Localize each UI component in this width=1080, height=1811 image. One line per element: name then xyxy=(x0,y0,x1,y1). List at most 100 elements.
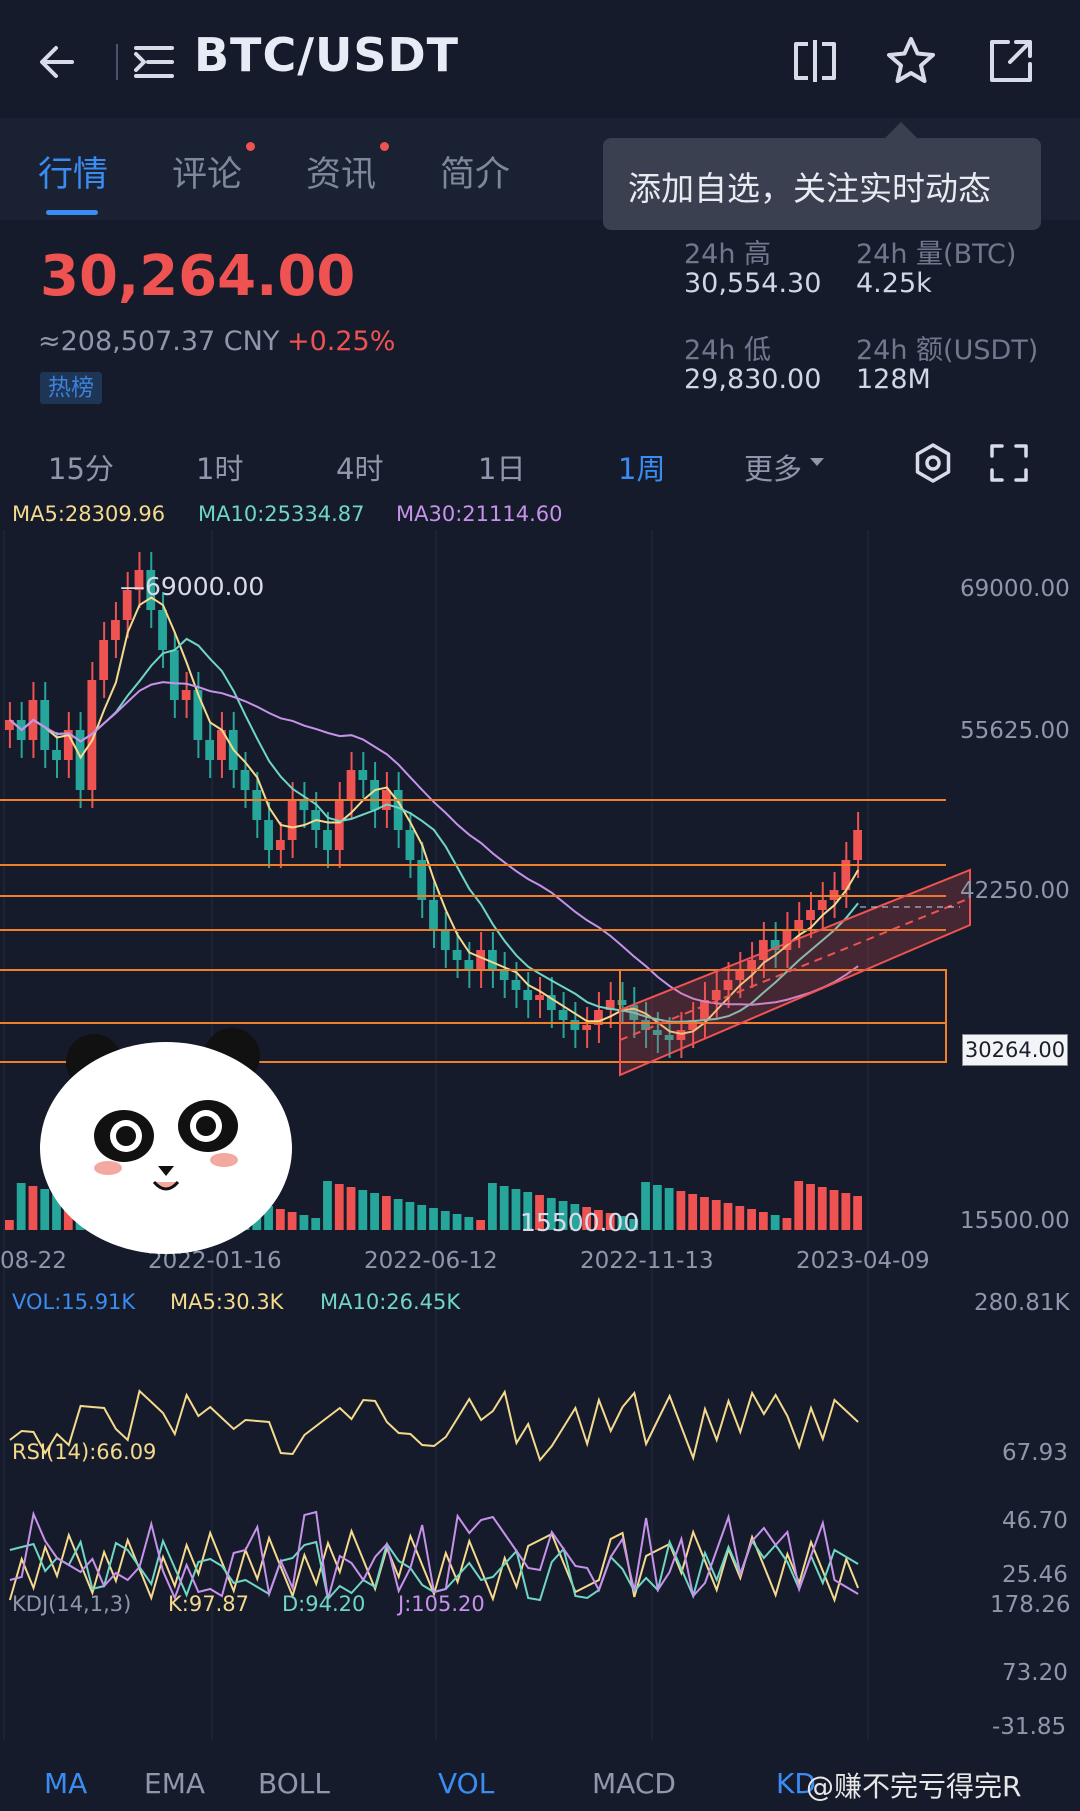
tab-news[interactable]: 资讯 xyxy=(306,155,377,195)
volume-bar xyxy=(794,1181,804,1230)
ma10-line xyxy=(9,637,859,1023)
vol-ma10-legend: MA10:26.45K xyxy=(320,1290,461,1314)
volume-bar xyxy=(558,1201,568,1230)
period-1w[interactable]: 1周 xyxy=(618,452,666,486)
candle-body xyxy=(264,820,273,850)
kdj-legend: KDJ(14,1,3) xyxy=(12,1592,132,1616)
low-value: 29,830.00 xyxy=(684,364,822,395)
settings-icon[interactable] xyxy=(912,442,954,484)
volume-bar xyxy=(853,1196,862,1230)
candle-body xyxy=(334,800,344,850)
candle-body xyxy=(511,980,521,990)
volume-bar xyxy=(40,1189,50,1230)
candle-body xyxy=(546,995,556,1010)
candle-body xyxy=(417,860,427,900)
vol-max: 280.81K xyxy=(974,1290,1070,1316)
volume-value: 4.25k xyxy=(856,268,932,299)
volume-bar xyxy=(311,1218,321,1230)
candle-body xyxy=(747,960,756,970)
indicator-vol[interactable]: VOL xyxy=(438,1767,495,1800)
volume-bar xyxy=(346,1187,356,1230)
volume-bar xyxy=(5,1220,14,1230)
indicator-macd[interactable]: MACD xyxy=(592,1767,676,1800)
candle-body xyxy=(782,930,792,950)
channel-midline xyxy=(619,897,971,1041)
volume-bar xyxy=(652,1185,662,1230)
rsi-tick: 67.93 xyxy=(1002,1440,1068,1466)
kdj-tick: -31.85 xyxy=(992,1714,1067,1740)
panda-sticker xyxy=(40,1028,292,1254)
volume-bar xyxy=(535,1195,544,1230)
candle-body xyxy=(52,750,61,760)
candle-body xyxy=(275,840,285,850)
candle-body xyxy=(181,690,191,700)
candle-body xyxy=(111,620,120,640)
tab-intro[interactable]: 简介 xyxy=(440,155,511,195)
y-tick: 69000.00 xyxy=(960,576,1070,602)
volume-bar xyxy=(429,1208,438,1230)
rsi-legend: RSI(14):66.09 xyxy=(12,1440,157,1464)
volume-bar xyxy=(511,1189,521,1230)
rsi-line xyxy=(9,1389,859,1463)
active-tab-indicator xyxy=(46,210,98,215)
candle-body xyxy=(358,770,368,780)
candle-body xyxy=(158,610,167,650)
candle-body xyxy=(122,590,132,620)
candle-body xyxy=(711,990,721,1000)
volume-bar xyxy=(452,1214,462,1230)
candle-body xyxy=(440,930,450,950)
volume-bar xyxy=(405,1202,415,1230)
indicator-ma[interactable]: MA xyxy=(44,1767,88,1800)
tab-comments[interactable]: 评论 xyxy=(172,155,243,195)
period-more[interactable]: 更多 xyxy=(744,452,803,486)
pair-title[interactable]: BTC/USDT xyxy=(194,28,460,82)
x-date: 2023-04-09 xyxy=(796,1248,930,1274)
pair-list-icon[interactable] xyxy=(132,40,176,84)
volume-bar xyxy=(440,1211,450,1230)
volume-bar xyxy=(370,1193,379,1230)
candle-body xyxy=(605,1000,615,1010)
y-tick: 55625.00 xyxy=(960,718,1070,744)
trend-channel xyxy=(619,868,971,1077)
volume-bar xyxy=(476,1220,486,1230)
rsi-tick: 46.70 xyxy=(1002,1508,1068,1534)
volume-bar xyxy=(52,1192,61,1230)
candle-body xyxy=(393,790,403,830)
volume-bar xyxy=(641,1182,650,1230)
x-date: 2022-11-13 xyxy=(580,1248,714,1274)
amount-label: 24h 额(USDT) xyxy=(856,335,1039,366)
tab-market[interactable]: 行情 xyxy=(38,155,109,195)
top-bar: BTC/USDT xyxy=(0,0,1080,118)
indicator-boll[interactable]: BOLL xyxy=(258,1767,330,1800)
indicator-ema[interactable]: EMA xyxy=(144,1767,206,1800)
share-icon[interactable] xyxy=(986,36,1036,86)
kdj-k-line xyxy=(8,1527,860,1604)
star-icon[interactable] xyxy=(884,34,938,88)
volume-bar xyxy=(617,1216,627,1230)
volume-bar xyxy=(299,1215,309,1230)
kline-chart[interactable] xyxy=(0,530,1080,1760)
candle-body xyxy=(452,950,462,960)
back-arrow-icon[interactable] xyxy=(32,34,88,90)
divider xyxy=(116,44,118,80)
candle-body xyxy=(75,730,85,790)
volume-bar xyxy=(334,1184,344,1230)
ma10-legend: MA10:25334.87 xyxy=(198,502,365,526)
candle-body xyxy=(287,800,297,840)
split-screen-icon[interactable] xyxy=(790,36,840,86)
fullscreen-icon[interactable] xyxy=(988,442,1030,484)
period-15m[interactable]: 15分 xyxy=(48,452,114,486)
candle-body xyxy=(735,970,745,980)
period-4h[interactable]: 4时 xyxy=(336,452,384,486)
volume-bar xyxy=(323,1181,332,1230)
volume-bar xyxy=(700,1197,709,1230)
indicator-kdj[interactable]: KD xyxy=(776,1767,816,1800)
candle-body xyxy=(5,720,14,730)
candle-body xyxy=(617,1000,627,1005)
hot-badge[interactable]: 热榜 xyxy=(40,372,102,404)
period-1h[interactable]: 1时 xyxy=(196,452,244,486)
favorite-tooltip xyxy=(603,138,1041,230)
candle-body xyxy=(40,700,50,750)
candle-body xyxy=(99,640,109,680)
period-1d[interactable]: 1日 xyxy=(478,452,526,486)
